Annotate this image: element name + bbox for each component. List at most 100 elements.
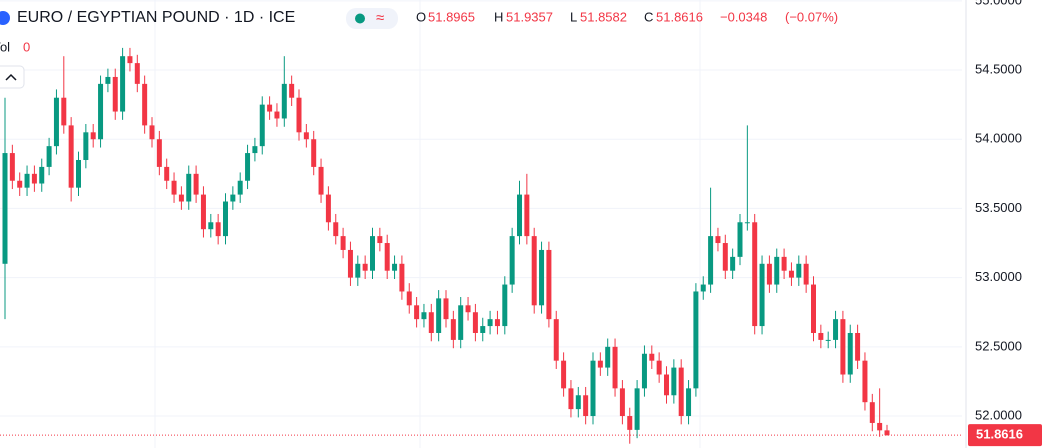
candle-body (164, 166, 170, 181)
candle-body (708, 236, 714, 285)
candle-body (664, 374, 669, 396)
candle-body (98, 83, 104, 140)
candle-body (759, 263, 765, 327)
candle-body (774, 256, 780, 285)
candle-body (641, 353, 647, 389)
candle-body (583, 395, 589, 417)
y-tick-label: 53.5000 (975, 200, 1022, 215)
candle-body (406, 291, 412, 306)
collapse-icon (5, 73, 17, 81)
y-axis: 52.0000 52.5000 53.0000 53.5000 54.0000 54.50… (965, 0, 1042, 448)
y-tick-label: 54.5000 (975, 61, 1022, 76)
candle-body (825, 339, 831, 341)
last-price-box (968, 424, 1042, 447)
candle-body (833, 319, 839, 340)
candle-body (869, 402, 875, 423)
candle-body (671, 367, 677, 396)
candle-body (325, 194, 331, 223)
candle-body (252, 146, 258, 154)
candle-body (517, 194, 522, 237)
candle-body (370, 236, 375, 271)
candle-body (347, 249, 353, 278)
last-price-label: 51.8616 (976, 427, 1023, 442)
candle-body (693, 291, 699, 389)
candle-body (76, 159, 81, 188)
candle-body (428, 312, 434, 333)
open-label: O (416, 9, 426, 24)
candle-body (803, 263, 809, 285)
candle-body (267, 104, 273, 112)
candle-body (700, 284, 706, 292)
candle-body (730, 256, 736, 271)
candle-body (399, 263, 405, 292)
candle-body (223, 201, 228, 237)
change-pct: (−0.07%) (785, 9, 838, 24)
candle-body (472, 312, 478, 333)
vol-value: 0 (23, 39, 30, 54)
candle-body (105, 76, 111, 84)
candle-body (68, 125, 74, 188)
candle-body (752, 222, 758, 327)
badge: ≈ (376, 9, 384, 26)
candle-body (171, 180, 177, 195)
candle-body (722, 243, 728, 271)
candle-body (39, 166, 45, 184)
candle-body (178, 194, 184, 202)
candle-body (796, 263, 802, 278)
candle-body (553, 319, 559, 361)
candle-body (200, 194, 206, 230)
candle-body (296, 97, 302, 133)
candle-body (561, 360, 567, 389)
candle-body (531, 236, 537, 306)
open-value: 51.8965 (428, 9, 475, 24)
candle-body (575, 395, 581, 410)
candle-body (2, 153, 8, 264)
candle-body (362, 263, 368, 271)
candle-body (186, 173, 192, 202)
candle-body (90, 132, 96, 140)
candle-body (840, 319, 846, 375)
candle-body (788, 270, 794, 278)
candle-body (539, 249, 545, 306)
candle-body (142, 83, 148, 126)
symbol-icon (0, 11, 10, 25)
close-label: C (644, 9, 653, 24)
low-label: L (570, 9, 577, 24)
candle-body (494, 319, 500, 327)
candle-body (31, 173, 37, 184)
candle-body (818, 332, 824, 340)
candle-body (281, 83, 287, 119)
candle-body (766, 263, 772, 285)
vertical-grid (154, 0, 701, 448)
low-value: 51.8582 (580, 9, 627, 24)
candle-body (384, 243, 390, 271)
candle-body (847, 332, 853, 375)
candle-body (17, 180, 23, 188)
high-value: 51.9357 (506, 9, 553, 24)
y-tick-label: 55.0000 (975, 0, 1022, 7)
candle-body (634, 388, 640, 430)
candle-body (855, 332, 861, 361)
candle-body (744, 222, 750, 224)
candle-body (311, 139, 317, 167)
candles (2, 47, 890, 444)
status-pill[interactable] (346, 8, 398, 29)
candle-body (884, 430, 890, 436)
candle-body (274, 111, 280, 119)
candle-body (259, 104, 265, 147)
candle-body (597, 360, 603, 368)
candle-body (656, 360, 662, 375)
y-tick-label: 52.5000 (975, 338, 1022, 353)
candle-body (524, 194, 530, 237)
candle-body (377, 236, 383, 244)
candle-body (509, 236, 515, 285)
candle-body (61, 97, 67, 126)
candle-body (289, 83, 295, 98)
candle-body (877, 422, 883, 431)
candle-body (781, 256, 787, 271)
candle-body (83, 132, 89, 160)
candle-body (127, 56, 133, 64)
candle-body (502, 284, 508, 327)
